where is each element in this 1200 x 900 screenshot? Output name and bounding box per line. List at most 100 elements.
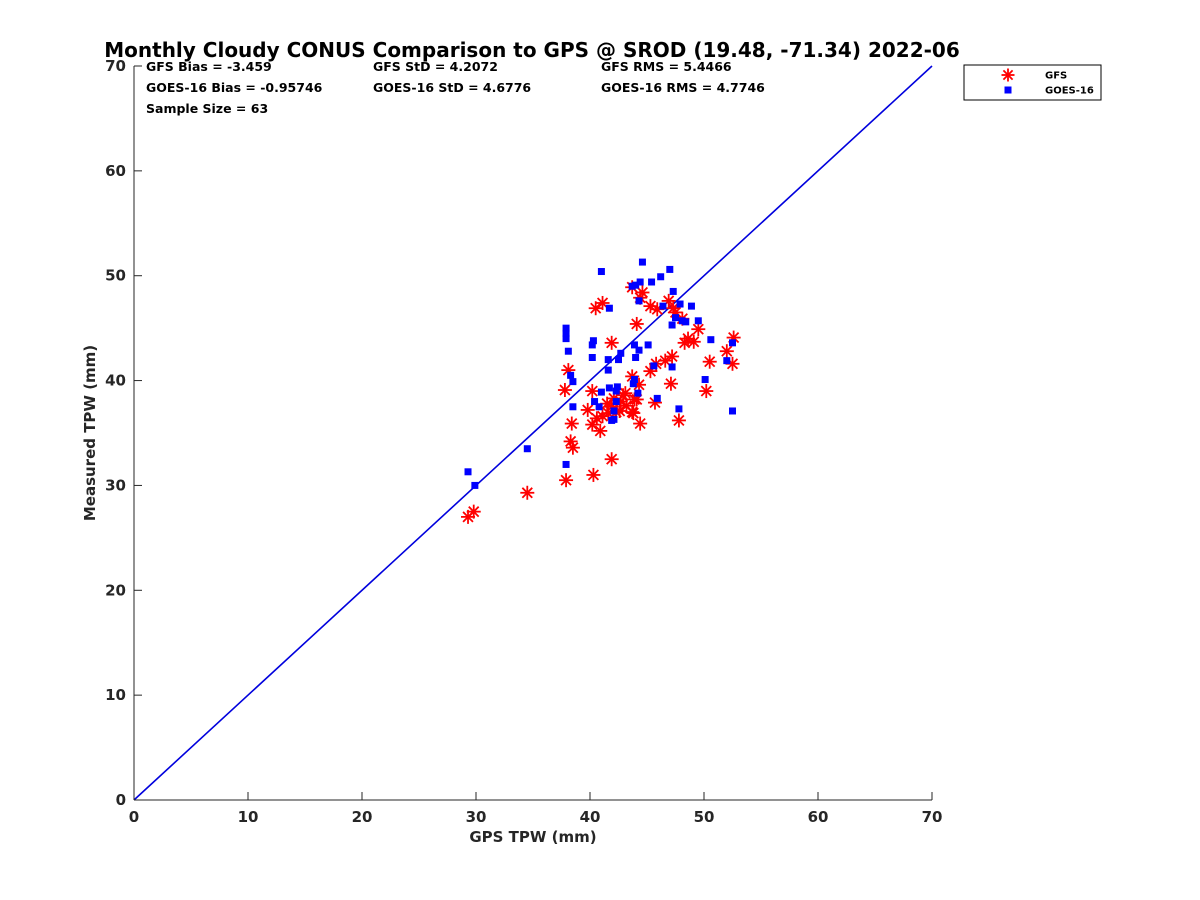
point-goes-16 — [630, 341, 638, 349]
point-gfs — [699, 384, 714, 399]
point-goes-16 — [562, 460, 570, 468]
point-goes-16 — [597, 268, 605, 276]
x-tick-label: 40 — [580, 808, 601, 826]
y-tick-label: 50 — [105, 267, 126, 285]
reference-line-layer — [133, 65, 933, 801]
stat-label: GOES-16 Bias = -0.95746 — [146, 80, 323, 95]
point-goes-16 — [632, 281, 640, 289]
x-tick-label: 10 — [238, 808, 259, 826]
point-goes-16 — [668, 321, 676, 329]
point-gfs — [719, 344, 734, 359]
point-goes-16 — [523, 445, 531, 453]
x-tick-label: 60 — [808, 808, 829, 826]
point-goes-16 — [707, 336, 715, 344]
one-to-one-line — [133, 65, 933, 801]
point-goes-16 — [595, 403, 603, 411]
y-tick-label: 10 — [105, 686, 126, 704]
series-goes-16 — [464, 258, 736, 489]
point-gfs — [586, 467, 601, 482]
point-gfs — [629, 316, 644, 331]
legend-entry-label: GOES-16 — [1045, 86, 1094, 97]
stat-label: GFS RMS = 5.4466 — [601, 59, 732, 74]
points-layer — [461, 258, 741, 524]
point-gfs — [635, 285, 650, 300]
stat-label: GOES-16 StD = 4.6776 — [373, 80, 531, 95]
point-goes-16 — [613, 383, 621, 391]
point-gfs — [520, 485, 535, 500]
point-goes-16 — [471, 481, 479, 489]
point-goes-16 — [610, 415, 618, 423]
stat-label: GOES-16 RMS = 4.7746 — [601, 80, 765, 95]
point-goes-16 — [644, 341, 652, 349]
legend-box — [963, 64, 1102, 101]
point-goes-16 — [588, 354, 596, 362]
legend: GFS GOES-16 — [963, 64, 1102, 101]
point-goes-16 — [653, 394, 661, 402]
point-gfs — [663, 376, 678, 391]
point-gfs — [595, 295, 610, 310]
point-goes-16 — [629, 380, 637, 388]
y-tick-label: 20 — [105, 581, 126, 599]
point-gfs — [633, 416, 648, 431]
point-gfs — [557, 383, 572, 398]
point-gfs — [585, 417, 600, 432]
point-goes-16 — [569, 378, 577, 386]
point-goes-16 — [729, 339, 736, 347]
point-gfs — [466, 504, 481, 519]
legend-marker-goes-16 — [1004, 86, 1012, 94]
y-tick-label: 30 — [105, 476, 126, 494]
x-tick-label: 0 — [129, 808, 139, 826]
legend-marker-gfs — [1001, 68, 1015, 82]
point-gfs — [559, 473, 574, 488]
point-goes-16 — [723, 357, 731, 365]
point-goes-16 — [610, 407, 618, 415]
point-gfs — [585, 384, 600, 399]
point-goes-16 — [666, 265, 674, 273]
point-goes-16 — [597, 388, 605, 396]
point-gfs — [604, 452, 619, 467]
point-goes-16 — [636, 278, 644, 286]
point-goes-16 — [562, 335, 570, 343]
point-goes-16 — [694, 317, 702, 325]
y-tick-label: 0 — [116, 791, 126, 809]
point-goes-16 — [657, 273, 665, 281]
point-goes-16 — [562, 329, 570, 337]
point-gfs — [595, 409, 610, 424]
point-goes-16 — [632, 354, 640, 362]
point-goes-16 — [668, 363, 676, 371]
point-gfs — [626, 406, 641, 421]
stats-layer: GFS Bias = -3.459 GFS StD = 4.2072 GFS RMS… — [146, 59, 765, 116]
point-gfs — [671, 413, 686, 428]
y-tick-label: 60 — [105, 162, 126, 180]
point-gfs — [666, 301, 681, 316]
x-axis-label: GPS TPW (mm) — [469, 828, 596, 846]
point-goes-16 — [630, 376, 638, 384]
x-tick-label: 50 — [694, 808, 715, 826]
point-goes-16 — [634, 389, 642, 397]
point-goes-16 — [615, 356, 622, 364]
chart-title: Monthly Cloudy CONUS Comparison to GPS @… — [104, 38, 960, 62]
point-goes-16 — [648, 278, 656, 286]
point-gfs — [618, 386, 633, 401]
point-goes-16 — [604, 356, 612, 364]
point-goes-16 — [564, 347, 572, 355]
point-gfs — [691, 322, 706, 337]
point-goes-16 — [589, 337, 597, 345]
point-goes-16 — [659, 302, 667, 310]
point-goes-16 — [567, 371, 575, 379]
point-goes-16 — [676, 300, 684, 308]
x-tick-label: 20 — [352, 808, 373, 826]
stat-label: GFS Bias = -3.459 — [146, 59, 272, 74]
axes-layer: 0 10 20 30 40 50 60 70 0 10 20 30 40 50 60 70 — [105, 57, 942, 826]
point-gfs — [580, 402, 595, 417]
stat-label: Sample Size = 63 — [146, 101, 268, 116]
point-gfs — [564, 416, 579, 431]
point-goes-16 — [672, 314, 679, 322]
x-tick-label: 70 — [922, 808, 943, 826]
point-goes-16 — [675, 405, 683, 413]
point-gfs — [702, 354, 717, 369]
point-goes-16 — [669, 287, 677, 295]
point-goes-16 — [638, 258, 646, 266]
point-goes-16 — [617, 349, 625, 357]
point-goes-16 — [569, 403, 577, 411]
